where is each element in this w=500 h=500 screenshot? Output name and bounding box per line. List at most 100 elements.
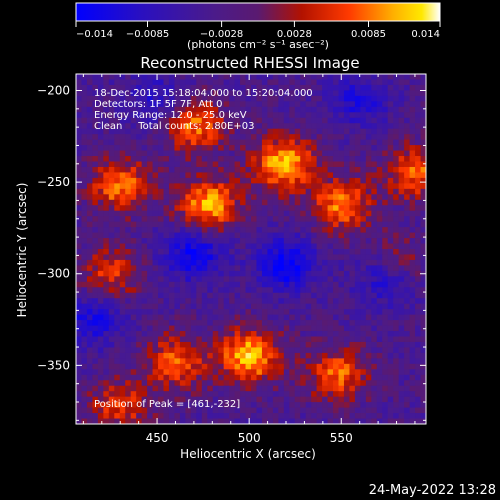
heatmap-cell [218, 177, 225, 184]
heatmap-cell [163, 270, 170, 277]
heatmap-cell [136, 363, 143, 370]
heatmap-cell [316, 232, 323, 239]
heatmap-cell [420, 265, 426, 272]
heatmap-cell [229, 227, 236, 234]
heatmap-cell [300, 112, 307, 119]
heatmap-cell [278, 396, 285, 403]
heatmap-cell [86, 194, 94, 201]
heatmap-cell [86, 95, 94, 102]
heatmap-cell [163, 90, 170, 97]
heatmap-cell [114, 117, 121, 124]
heatmap-cell [267, 407, 274, 414]
heatmap-cell [201, 216, 208, 223]
heatmap-cell [190, 183, 197, 190]
heatmap-cell [294, 128, 301, 135]
heatmap-cell [86, 79, 94, 86]
heatmap-cell [179, 128, 186, 135]
heatmap-cell [420, 117, 426, 124]
heatmap-cell [185, 183, 192, 190]
heatmap-cell [289, 161, 296, 168]
heatmap-cell [300, 227, 307, 234]
heatmap-cell [185, 210, 192, 217]
heatmap-cell [283, 112, 290, 119]
heatmap-cell [201, 134, 208, 141]
heatmap-cell [147, 90, 154, 97]
heatmap-cell [404, 128, 411, 135]
heatmap-cell [168, 298, 176, 305]
heatmap-cell [409, 101, 416, 108]
heatmap-cell [141, 150, 148, 157]
heatmap-cell [404, 287, 411, 294]
heatmap-cell [196, 331, 203, 338]
heatmap-cell [179, 101, 186, 108]
heatmap-cell [404, 320, 411, 327]
heatmap-cell [349, 123, 356, 130]
heatmap-cell [267, 243, 274, 250]
heatmap-cell [163, 314, 170, 321]
heatmap-cell [130, 363, 137, 370]
heatmap-cell [163, 276, 170, 283]
heatmap-cell [393, 221, 400, 228]
heatmap-cell [398, 95, 405, 102]
heatmap-cell [327, 221, 334, 228]
heatmap-cell [207, 374, 214, 381]
heatmap-cell [316, 270, 323, 277]
heatmap-cell [130, 254, 137, 261]
heatmap-cell [168, 199, 176, 206]
heatmap-cell [382, 292, 389, 299]
heatmap-cell [305, 106, 312, 113]
heatmap-cell [311, 139, 318, 146]
heatmap-cell [185, 134, 192, 141]
heatmap-cell [86, 156, 94, 163]
heatmap-cell [174, 265, 181, 272]
heatmap-cell [272, 402, 279, 409]
heatmap-cell [256, 374, 263, 381]
heatmap-cell [185, 341, 192, 349]
heatmap-cell [283, 287, 290, 294]
heatmap-cell [349, 90, 356, 97]
heatmap-cell [207, 270, 214, 277]
heatmap-cell [272, 391, 279, 398]
heatmap-cell [92, 90, 99, 97]
heatmap-cell [136, 166, 143, 174]
heatmap-cell [92, 188, 99, 195]
heatmap-cell [316, 396, 323, 403]
heatmap-cell [212, 227, 219, 234]
heatmap-cell [223, 112, 230, 119]
heatmap-cell [125, 194, 132, 201]
heatmap-cell [305, 199, 312, 206]
heatmap-cell [141, 249, 148, 256]
heatmap-cell [322, 123, 329, 130]
heatmap-cell [229, 210, 236, 217]
heatmap-cell [404, 259, 411, 267]
heatmap-cell [300, 177, 307, 184]
heatmap-cell [81, 363, 88, 370]
heatmap-cell [119, 188, 126, 195]
heatmap-cell [240, 320, 247, 327]
heatmap-cell [305, 303, 312, 310]
heatmap-cell [147, 276, 154, 283]
heatmap-cell [147, 358, 154, 365]
colorbar-tick-label: −0.0028 [200, 29, 243, 40]
heatmap-cell [300, 254, 307, 261]
heatmap-cell [316, 74, 323, 81]
heatmap-cell [300, 145, 307, 152]
heatmap-cell [327, 363, 334, 370]
heatmap-cell [234, 128, 241, 135]
heatmap-cell [163, 199, 170, 206]
heatmap-cell [267, 188, 274, 195]
heatmap-cell [256, 161, 263, 168]
heatmap-cell [114, 199, 121, 206]
heatmap-cell [163, 413, 170, 420]
heatmap-cell [365, 166, 372, 174]
heatmap-cell [360, 314, 367, 321]
heatmap-cell [158, 320, 165, 327]
heatmap-cell [404, 106, 411, 113]
heatmap-cell [404, 413, 411, 420]
heatmap-cell [114, 314, 121, 321]
heatmap-cell [76, 117, 83, 124]
heatmap-cell [349, 331, 356, 338]
heatmap-cell [415, 358, 422, 365]
heatmap-cell [185, 216, 192, 223]
heatmap-cell [81, 270, 88, 277]
